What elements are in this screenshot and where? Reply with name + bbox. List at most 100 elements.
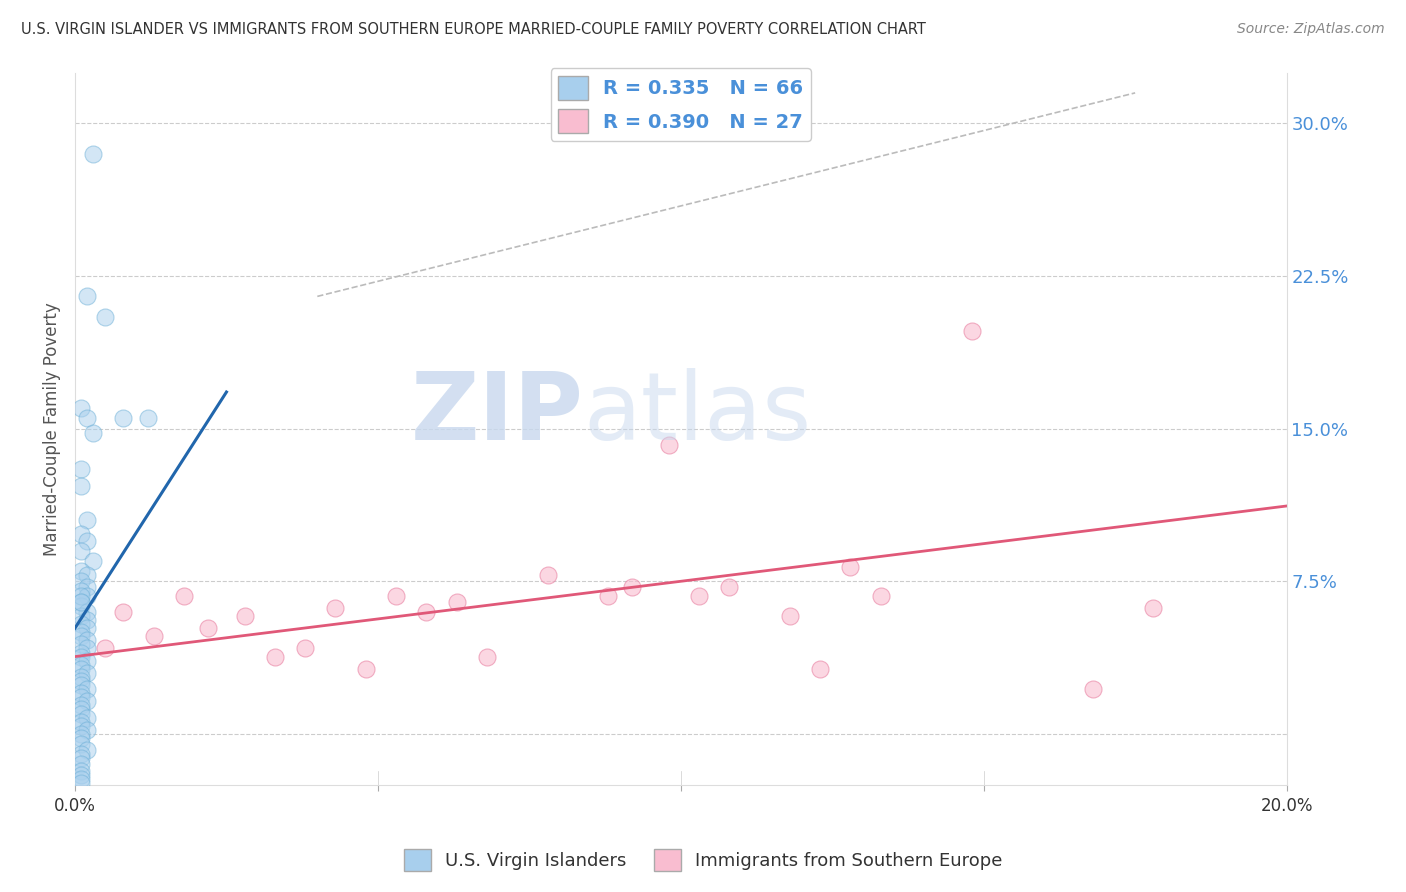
Point: [82, 554, 104, 568]
Point: [76, 613, 98, 627]
Point: [70, 690, 93, 705]
Point: [960, 324, 983, 338]
Point: [325, 600, 347, 615]
Point: [70, 527, 93, 541]
Point: [446, 594, 468, 608]
Point: [808, 662, 831, 676]
Point: [70, 698, 93, 713]
Text: Source: ZipAtlas.com: Source: ZipAtlas.com: [1237, 22, 1385, 37]
Point: [70, 719, 93, 733]
Point: [70, 727, 93, 741]
Point: [70, 767, 93, 781]
Point: [70, 589, 93, 603]
Point: [112, 411, 135, 425]
Point: [1142, 600, 1164, 615]
Point: [415, 605, 437, 619]
Text: atlas: atlas: [583, 368, 813, 460]
Point: [197, 621, 219, 635]
Point: [1081, 682, 1104, 697]
Point: [76, 682, 98, 697]
Text: U.S. VIRGIN ISLANDER VS IMMIGRANTS FROM SOUTHERN EUROPE MARRIED-COUPLE FAMILY PO: U.S. VIRGIN ISLANDER VS IMMIGRANTS FROM …: [21, 22, 927, 37]
Point: [70, 670, 93, 684]
Point: [70, 617, 93, 632]
Point: [76, 711, 98, 725]
Point: [76, 581, 98, 595]
Legend: R = 0.335   N = 66, R = 0.390   N = 27: R = 0.335 N = 66, R = 0.390 N = 27: [551, 68, 811, 141]
Point: [76, 621, 98, 635]
Point: [76, 633, 98, 648]
Point: [70, 401, 93, 416]
Point: [76, 513, 98, 527]
Point: [70, 662, 93, 676]
Point: [70, 702, 93, 716]
Point: [70, 608, 93, 623]
Legend: U.S. Virgin Islanders, Immigrants from Southern Europe: U.S. Virgin Islanders, Immigrants from S…: [396, 842, 1010, 879]
Point: [76, 605, 98, 619]
Point: [76, 665, 98, 680]
Point: [70, 462, 93, 476]
Point: [70, 751, 93, 765]
Point: [76, 589, 98, 603]
Point: [76, 568, 98, 582]
Text: 0.0%: 0.0%: [53, 797, 96, 815]
Point: [621, 581, 644, 595]
Point: [264, 649, 287, 664]
Point: [354, 662, 377, 676]
Point: [70, 594, 93, 608]
Point: [70, 657, 93, 672]
Point: [536, 568, 558, 582]
Point: [76, 289, 98, 303]
Point: [70, 584, 93, 599]
Point: [82, 425, 104, 440]
Point: [688, 589, 710, 603]
Point: [70, 764, 93, 778]
Point: [70, 714, 93, 729]
Point: [70, 686, 93, 700]
Point: [112, 605, 135, 619]
Point: [70, 629, 93, 643]
Point: [70, 599, 93, 613]
Point: [136, 411, 159, 425]
Point: [70, 731, 93, 745]
Point: [70, 757, 93, 772]
Point: [70, 564, 93, 578]
Point: [76, 723, 98, 737]
Point: [718, 581, 741, 595]
Point: [70, 543, 93, 558]
Point: [76, 533, 98, 548]
Point: [94, 641, 117, 656]
Point: [70, 776, 93, 790]
Point: [475, 649, 498, 664]
Point: [70, 649, 93, 664]
Point: [76, 743, 98, 757]
Text: ZIP: ZIP: [411, 368, 583, 460]
Point: [173, 589, 195, 603]
Point: [76, 654, 98, 668]
Point: [76, 641, 98, 656]
Point: [70, 747, 93, 762]
Point: [839, 560, 862, 574]
Point: [70, 594, 93, 608]
Point: [94, 310, 117, 324]
Text: 20.0%: 20.0%: [1260, 797, 1313, 815]
Point: [70, 772, 93, 786]
Point: [658, 438, 681, 452]
Point: [869, 589, 891, 603]
Point: [598, 589, 620, 603]
Point: [385, 589, 408, 603]
Point: [294, 641, 316, 656]
Y-axis label: Married-Couple Family Poverty: Married-Couple Family Poverty: [44, 301, 60, 556]
Point: [76, 411, 98, 425]
Point: [70, 646, 93, 660]
Point: [82, 147, 104, 161]
Point: [142, 629, 165, 643]
Point: [233, 608, 256, 623]
Point: [70, 478, 93, 492]
Point: [70, 737, 93, 751]
Point: [70, 678, 93, 692]
Point: [70, 673, 93, 688]
Point: [70, 625, 93, 640]
Point: [779, 608, 801, 623]
Point: [70, 574, 93, 589]
Point: [70, 637, 93, 651]
